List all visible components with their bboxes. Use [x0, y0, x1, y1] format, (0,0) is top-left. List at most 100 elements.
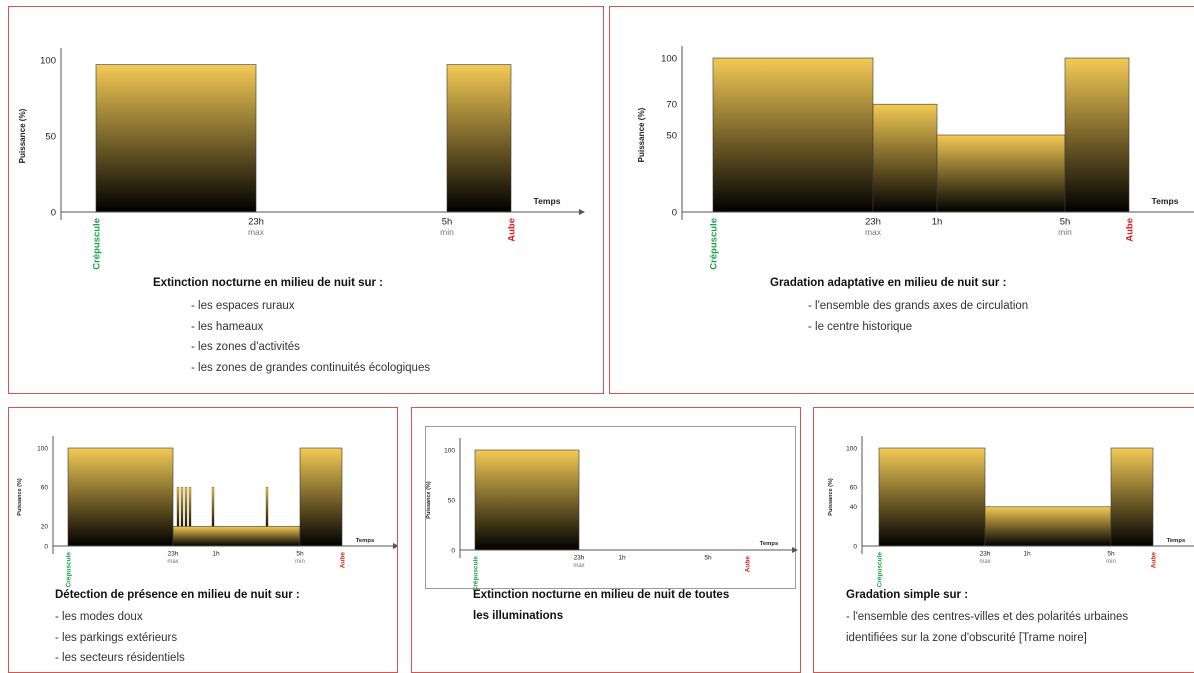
y-axis-label: Puissance (%): [17, 478, 23, 516]
x-tick-sublabel: max: [979, 559, 990, 565]
presence-spike: [188, 486, 192, 527]
y-tick-label: 0: [853, 543, 857, 550]
list-item: - les zones d'activités: [191, 341, 300, 353]
dawn-label: Aube: [1150, 552, 1157, 569]
presence-spike: [211, 486, 215, 527]
power-bar-0: [95, 64, 257, 213]
list-item: - les parkings extérieurs: [55, 631, 178, 644]
y-tick-label: 0: [44, 543, 48, 550]
y-tick-label: 50: [666, 130, 677, 141]
power-bar-1: [446, 64, 512, 213]
power-bar-0: [474, 449, 580, 551]
x-axis-label: Temps: [1167, 538, 1186, 544]
x-tick-sublabel: max: [248, 227, 265, 237]
x-tick-label: 5h: [442, 217, 453, 228]
list-item: - le centre historique: [808, 320, 913, 333]
panel-list: - les espaces ruraux - les hameaux - les…: [191, 296, 430, 378]
panel-extinction-illuminations: 0 50 100 Puissance (%) Temps 23h max 1h 5h Crépus…: [411, 407, 801, 673]
y-axis-label: Puissance (%): [637, 107, 646, 162]
x-tick-sublabel: max: [167, 559, 178, 565]
list-item: - les modes doux: [55, 611, 143, 623]
y-tick-label: 20: [41, 524, 49, 531]
dusk-label: Crépuscule: [876, 552, 883, 588]
list-item: - les hameaux: [191, 320, 264, 333]
x-tick-label: 23h: [574, 555, 585, 562]
y-axis-label: Puissance (%): [828, 478, 834, 516]
panel-title: Gradation simple sur :: [846, 589, 969, 601]
presence-spike: [184, 486, 188, 527]
x-axis-arrow: [579, 209, 585, 215]
presence-spike: [176, 486, 180, 527]
x-axis-arrow: [393, 543, 397, 549]
panel-list: - l'ensemble des grands axes de circulat…: [808, 296, 1028, 337]
power-bar-1: [872, 103, 938, 213]
y-tick-label: 60: [850, 484, 858, 491]
power-bar-1: [984, 506, 1112, 547]
dusk-label: Crépuscule: [472, 556, 479, 592]
list-item: - les espaces ruraux: [191, 300, 295, 312]
power-bar-2: [1110, 447, 1154, 547]
dawn-label: Aube: [339, 552, 346, 569]
presence-spike: [180, 486, 184, 527]
x-tick-sublabel: min: [440, 227, 454, 237]
power-bar-0: [67, 447, 174, 547]
x-tick-label: 23h: [865, 217, 881, 228]
panel-list: - les modes doux - les parkings extérieu…: [55, 607, 185, 669]
list-item: identifiées sur la zone d'obscurité [Tra…: [846, 631, 1087, 644]
panel-detection-presence: 0 20 60 100 Puissance (%) Temps 23h max 1h 5h min C…: [8, 407, 398, 673]
x-tick-label: 1h: [1023, 551, 1031, 558]
panel-title: Gradation adaptative en milieu de nuit s…: [770, 277, 1007, 289]
panel-title: Extinction nocturne en milieu de nuit de…: [473, 589, 730, 601]
y-tick-label: 100: [661, 53, 677, 64]
x-axis-label: Temps: [760, 541, 779, 547]
panel-title-line2: les illuminations: [473, 610, 564, 622]
y-axis-label: Puissance (%): [426, 481, 432, 519]
power-bar-3: [1064, 57, 1130, 213]
x-tick-label: 1h: [932, 217, 943, 228]
y-tick-label: 0: [51, 207, 56, 218]
dusk-label: Crépuscule: [65, 552, 72, 588]
y-tick-label: 100: [846, 445, 857, 452]
x-axis-arrow: [792, 547, 798, 553]
power-bar-0: [878, 447, 986, 547]
power-bar-2: [299, 447, 343, 547]
x-tick-sublabel: min: [1106, 559, 1116, 565]
x-axis-label: Temps: [356, 538, 375, 544]
list-item: - les zones de grandes continuités écolo…: [191, 361, 431, 374]
chart-frame: [425, 426, 796, 589]
x-tick-label: 5h: [296, 551, 304, 558]
y-tick-label: 40: [850, 504, 858, 511]
x-tick-sublabel: max: [573, 563, 584, 569]
y-tick-label: 0: [451, 547, 455, 554]
y-tick-label: 100: [40, 55, 56, 66]
y-tick-label: 50: [448, 497, 456, 504]
y-axis-label: Puissance (%): [18, 108, 27, 163]
dawn-label: Aube: [506, 218, 517, 242]
y-tick-label: 100: [37, 445, 48, 452]
y-tick-label: 70: [666, 100, 677, 111]
panel-extinction-rurale: 0 50 100 Puissance (%) Temps 23h max 5h min Crépu…: [8, 6, 604, 394]
panel-title: Détection de présence en milieu de nuit …: [55, 589, 300, 601]
dawn-label: Aube: [1124, 218, 1135, 242]
x-tick-sublabel: max: [865, 227, 882, 237]
power-bar-2: [936, 134, 1066, 213]
x-tick-label: 5h: [704, 555, 712, 562]
list-item: - l'ensemble des grands axes de circulat…: [808, 300, 1029, 312]
list-item: - l'ensemble des centres-villes et des p…: [846, 611, 1129, 623]
y-tick-label: 0: [672, 207, 677, 218]
x-tick-label: 23h: [168, 551, 179, 558]
y-tick-label: 60: [41, 484, 49, 491]
x-tick-sublabel: min: [1058, 227, 1072, 237]
panel-gradation-simple: 0 40 60 100 Puissance (%) Temps 23h max 1h 5h min C…: [813, 407, 1194, 673]
power-bar-0: [712, 57, 874, 213]
panel-title: Extinction nocturne en milieu de nuit su…: [153, 277, 384, 289]
x-tick-label: 23h: [980, 551, 991, 558]
y-tick-label: 50: [45, 131, 56, 142]
dusk-label: Crépuscule: [708, 218, 719, 270]
x-tick-label: 1h: [618, 555, 626, 562]
